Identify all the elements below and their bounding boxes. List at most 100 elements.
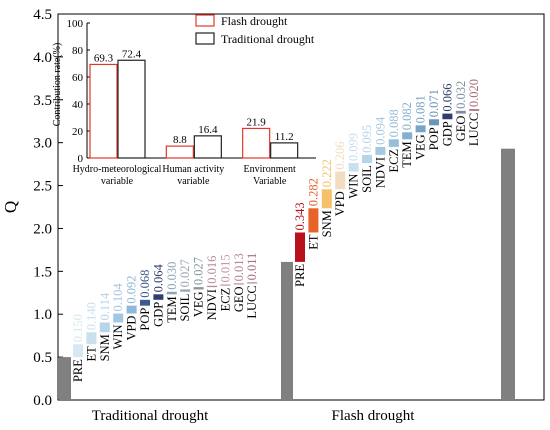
inset-bar-value: 72.4 xyxy=(122,48,142,60)
factor-bar xyxy=(321,189,332,209)
factor-bar xyxy=(308,208,319,233)
value-label: 0.150 xyxy=(71,314,85,342)
factor-label: SNM xyxy=(98,334,112,361)
factor-label: TEM xyxy=(400,141,414,167)
base-bar xyxy=(59,357,71,400)
value-label: 0.104 xyxy=(111,283,125,312)
factor-label: NDVI xyxy=(205,289,219,320)
total-bar xyxy=(501,148,515,400)
factor-bar xyxy=(99,322,110,333)
inset-y-tick-label: 60 xyxy=(72,72,84,84)
factor-label: ET xyxy=(306,234,320,250)
factor-bar xyxy=(193,287,204,290)
value-label: 0.082 xyxy=(400,102,414,130)
value-label: 0.032 xyxy=(454,81,468,109)
factor-bar xyxy=(166,291,177,295)
value-label: 0.064 xyxy=(151,263,165,292)
inset-bar xyxy=(89,63,118,159)
factor-bar xyxy=(375,146,386,155)
value-label: 0.140 xyxy=(84,302,98,330)
factor-label: SOIL xyxy=(178,294,192,322)
factor-label: POP xyxy=(138,308,152,331)
factor-label: VEG xyxy=(192,291,206,317)
factor-label: ECZ xyxy=(387,149,401,173)
factor-bar xyxy=(362,154,372,164)
factor-label: SOIL xyxy=(360,165,374,193)
factor-bar xyxy=(220,284,231,286)
y-tick-label: 2.5 xyxy=(33,179,52,195)
y-tick-label: 1.5 xyxy=(33,264,52,280)
group-label: Traditional drought xyxy=(92,408,209,424)
factor-bar xyxy=(233,283,244,285)
factor-bar xyxy=(335,171,346,190)
inset-bar xyxy=(165,145,194,159)
inset-y-tick-label: 100 xyxy=(67,18,84,30)
inset-y-tick-label: 0 xyxy=(78,153,84,165)
factor-bar xyxy=(153,294,164,300)
value-label: 0.343 xyxy=(293,202,307,230)
inset-category-label: Human activity xyxy=(162,164,224,175)
factor-bar xyxy=(73,344,83,358)
inset-bar-value: 11.2 xyxy=(275,131,294,143)
inset-y-tick-label: 80 xyxy=(72,45,84,57)
inset-bar-value: 21.9 xyxy=(247,116,267,128)
value-label: 0.011 xyxy=(245,253,259,281)
y-tick-label: 0.0 xyxy=(33,393,52,409)
factor-label: ET xyxy=(84,346,98,362)
factor-bar xyxy=(295,232,305,262)
y-tick-label: 0.5 xyxy=(33,350,52,366)
group-label: Flash drought xyxy=(332,408,416,424)
factor-label: POP xyxy=(427,127,441,150)
inset-bar xyxy=(117,59,146,159)
inset-bar-value: 69.3 xyxy=(94,52,114,64)
inset-bar-value: 16.4 xyxy=(198,124,218,136)
factor-label: PRE xyxy=(71,359,85,382)
value-label: 0.081 xyxy=(414,95,428,123)
value-label: 0.015 xyxy=(218,254,232,282)
factor-bar xyxy=(455,110,466,114)
factor-bar xyxy=(402,132,413,140)
factor-bar xyxy=(207,285,217,288)
factor-label: GDP xyxy=(151,302,165,327)
factor-label: NDVI xyxy=(373,157,387,188)
factor-label: LUCC xyxy=(245,285,259,318)
factor-bar xyxy=(247,282,258,284)
value-label: 0.099 xyxy=(347,133,361,161)
factor-bar xyxy=(86,332,97,345)
y-tick-label: 2.0 xyxy=(33,221,52,237)
factor-label: GEO xyxy=(454,116,468,142)
value-label: 0.071 xyxy=(427,89,441,117)
factor-label: LUCC xyxy=(467,113,481,146)
factor-label: VPD xyxy=(125,316,139,341)
value-label: 0.027 xyxy=(192,257,206,285)
factor-bar xyxy=(429,119,439,126)
base-bar xyxy=(281,261,293,400)
value-label: 0.282 xyxy=(306,178,320,206)
legend-swatch xyxy=(195,14,215,27)
inset-bar-value: 8.8 xyxy=(173,134,187,146)
value-label: 0.092 xyxy=(125,276,139,304)
inset-bar xyxy=(242,127,271,159)
inset-category-label: variable xyxy=(101,176,134,187)
inset-y-tick-label: 40 xyxy=(72,99,84,111)
y-tick-label: 3.5 xyxy=(33,93,52,109)
value-label: 0.206 xyxy=(333,141,347,169)
factor-bar xyxy=(388,139,399,147)
plot-frame xyxy=(57,13,545,401)
value-label: 0.068 xyxy=(138,270,152,298)
y-tick-label: 1.0 xyxy=(33,307,52,323)
factor-label: SNM xyxy=(320,210,334,237)
factor-label: WIN xyxy=(111,324,125,349)
y-tick-label: 3.0 xyxy=(33,136,52,152)
factor-bar xyxy=(469,109,480,111)
inset-category-label: Variable xyxy=(253,176,287,187)
y-tick-label: 4.5 xyxy=(33,7,52,23)
legend-swatch xyxy=(195,32,215,45)
factor-label: VEG xyxy=(414,134,428,160)
value-label: 0.088 xyxy=(387,109,401,137)
value-label: 0.222 xyxy=(320,159,334,187)
value-label: 0.016 xyxy=(205,256,219,284)
value-label: 0.030 xyxy=(165,262,179,290)
inset-bar xyxy=(270,142,299,159)
legend-label: Flash drought xyxy=(221,14,288,28)
